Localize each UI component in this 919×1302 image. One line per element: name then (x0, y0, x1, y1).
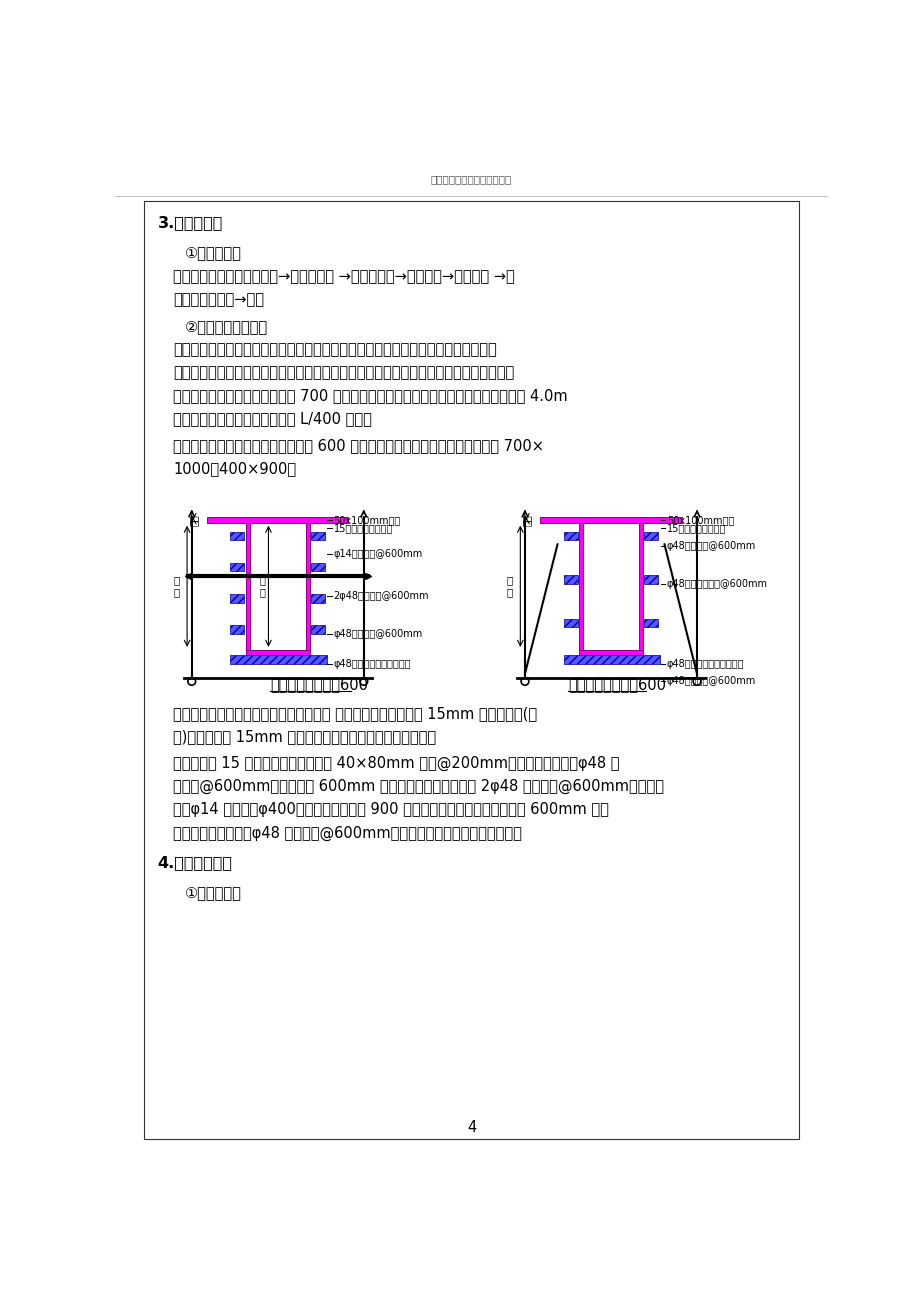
Bar (231, 625, 244, 634)
Text: 河南省第二建设集团有限公司: 河南省第二建设集团有限公司 (430, 174, 512, 185)
Bar (638, 523, 642, 650)
Text: 板及柱墙的平整度，要求所有木枋找平后方可铺设模板，以确保顶板模板平整，支撑体系: 板及柱墙的平整度，要求所有木枋找平后方可铺设模板，以确保顶板模板平整，支撑体系 (173, 365, 514, 380)
Text: 梁模板主要由侧模、底模、夹管、托木、 支撑等组成。侧板用厚 15mm 的木胶合板(截: 梁模板主要由侧模、底模、夹管、托木、 支撑等组成。侧板用厚 15mm 的木胶合板… (173, 706, 537, 721)
Text: 1000、400×900。: 1000、400×900。 (173, 461, 296, 477)
Text: φ48普通钢管斜撑@600mm: φ48普通钢管斜撑@600mm (666, 579, 767, 590)
Text: 板厚: 板厚 (188, 514, 199, 526)
Bar (231, 655, 326, 664)
Text: 施工方法：楼板、梁模板拼缝严密，防止漏浆，所有木枋施工前均压刨平整以保证梁: 施工方法：楼板、梁模板拼缝严密，防止漏浆，所有木枋施工前均压刨平整以保证梁 (173, 342, 496, 357)
Bar (563, 655, 659, 664)
Bar (311, 594, 324, 603)
Bar (245, 523, 250, 650)
Bar (231, 594, 244, 603)
Text: φ48普通钢管和满堂架相连: φ48普通钢管和满堂架相连 (666, 659, 743, 669)
Bar (231, 562, 244, 572)
Text: 2φ48普通钢管@600mm: 2φ48普通钢管@600mm (334, 591, 428, 602)
Bar (643, 575, 658, 583)
Bar (311, 533, 324, 540)
Text: 15厚双面覆膜多层板: 15厚双面覆膜多层板 (334, 523, 392, 533)
Bar (579, 650, 642, 655)
Text: 4.顶板模板施工: 4.顶板模板施工 (157, 854, 233, 870)
Text: 15厚双面覆膜多层板: 15厚双面覆膜多层板 (666, 523, 725, 533)
Bar (643, 618, 658, 628)
Text: ①、工艺流程: ①、工艺流程 (185, 885, 242, 901)
Text: 梁
高: 梁 高 (505, 575, 512, 598)
Bar (311, 625, 324, 634)
Text: 图二：梁净高小于600: 图二：梁净高小于600 (568, 677, 665, 691)
Text: 梁
高: 梁 高 (259, 575, 265, 598)
Bar (311, 562, 324, 572)
Bar (563, 618, 577, 628)
Bar (579, 523, 583, 650)
Text: 图一：梁净高大于600: 图一：梁净高大于600 (269, 677, 368, 691)
Text: 板厚: 板厚 (521, 514, 531, 526)
Text: 模板支设见下图所示。其中梁高大于 600 时设置对拉螺杆，本工程梁常见截面为 700×: 模板支设见下图所示。其中梁高大于 600 时设置对拉螺杆，本工程梁常见截面为 7… (173, 437, 543, 453)
Text: 割)，底板用厚 15mm 木胶合板，所有板缝必须加双面胶条。: 割)，底板用厚 15mm 木胶合板，所有板缝必须加双面胶条。 (173, 729, 436, 745)
Text: 设立杆水平拉杆→预检: 设立杆水平拉杆→预检 (173, 292, 264, 307)
Bar (305, 523, 309, 650)
Text: 中加φ14 对拉螺杆φ400，本工程大于等于 900 的梁中加两道对拉螺栓，净高在 600mm 以下: 中加φ14 对拉螺杆φ400，本工程大于等于 900 的梁中加两道对拉螺栓，净高… (173, 802, 608, 818)
Text: ①、工艺流程: ①、工艺流程 (185, 246, 242, 260)
Text: 50x100mm木枋: 50x100mm木枋 (334, 514, 401, 525)
Text: 梁模板采用 15 厚胶合板，次龙骨采用 40×80mm 木枋@200mm。梁底主龙骨采用φ48 普: 梁模板采用 15 厚胶合板，次龙骨采用 40×80mm 木枋@200mm。梁底主… (173, 756, 619, 771)
Text: 4: 4 (466, 1120, 476, 1135)
Text: φ48普通钢管和满堂架相连: φ48普通钢管和满堂架相连 (334, 659, 411, 669)
Text: φ14对拉螺杆@600mm: φ14对拉螺杆@600mm (334, 548, 423, 559)
Bar (231, 533, 244, 540)
Text: φ48普通钢管@600mm: φ48普通钢管@600mm (666, 676, 755, 686)
Bar (539, 517, 681, 523)
Text: 50x100mm木枋: 50x100mm木枋 (666, 514, 733, 525)
Text: 施工流程：搭设满堂脚手架→安装主龙骨 →安装次龙骨→铺梁板模→校正标高 →加: 施工流程：搭设满堂脚手架→安装主龙骨 →安装次龙骨→铺梁板模→校正标高 →加 (173, 268, 515, 284)
Bar (563, 533, 577, 540)
Bar (563, 575, 577, 583)
Bar (643, 533, 658, 540)
Text: 时，模板应起拱，起拱高度按设 L/400 执行。: 时，模板应起拱，起拱高度按设 L/400 执行。 (173, 411, 371, 426)
Bar (207, 517, 348, 523)
Text: 通钢管@600mm。梁净高在 600mm 及以上的梁侧主龙骨采用 2φ48 普通钢管@600mm，且在梁: 通钢管@600mm。梁净高在 600mm 及以上的梁侧主龙骨采用 2φ48 普通… (173, 779, 664, 794)
Text: φ48普通钢管@600mm: φ48普通钢管@600mm (666, 540, 755, 551)
Text: φ48普通钢管@600mm: φ48普通钢管@600mm (334, 629, 423, 639)
Text: ②、梁模板施工方法: ②、梁模板施工方法 (185, 319, 267, 333)
Text: 的梁梁侧主龙骨采用φ48 普通钢管@600mm，且通过斜撑和梁底主龙骨连接。: 的梁梁侧主龙骨采用φ48 普通钢管@600mm，且通过斜撑和梁底主龙骨连接。 (173, 825, 521, 841)
Text: 梁
高: 梁 高 (173, 575, 179, 598)
Text: 3.梁模板施工: 3.梁模板施工 (157, 215, 222, 229)
Text: 采用普通钢管脚手架，梁高大于 700 的梁底要搭设专门支撑杆。梁、板跨度等于或大于 4.0m: 采用普通钢管脚手架，梁高大于 700 的梁底要搭设专门支撑杆。梁、板跨度等于或大… (173, 388, 567, 404)
Bar (245, 650, 309, 655)
